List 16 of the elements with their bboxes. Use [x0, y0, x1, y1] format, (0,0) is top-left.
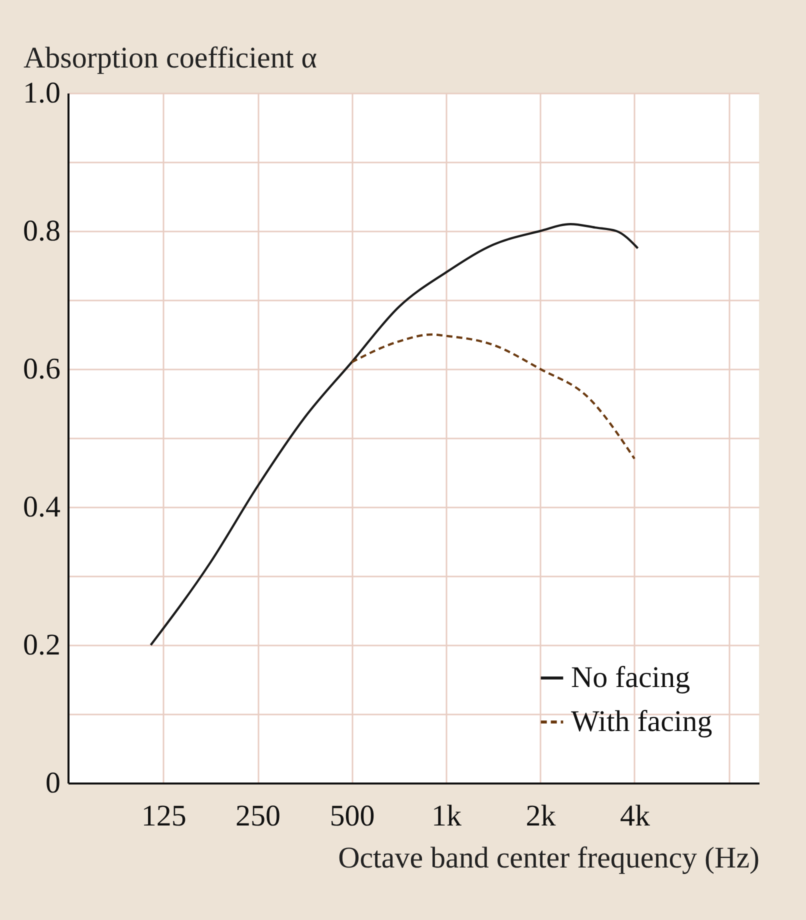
x-tick-label: 1k	[431, 800, 462, 832]
y-tick-label: 0.6	[23, 352, 60, 386]
y-tick-label: 0.2	[23, 628, 60, 662]
y-axis-title: Absorption coefficient α	[24, 42, 318, 74]
legend-label: With facing	[571, 705, 712, 738]
legend-label: No facing	[571, 661, 690, 694]
x-tick-label: 500	[330, 800, 375, 832]
y-tick-label: 0.4	[23, 490, 60, 524]
y-tick-label: 0	[46, 766, 60, 800]
x-tick-label: 2k	[526, 800, 556, 832]
x-tick-label: 4k	[620, 800, 650, 832]
y-tick-label: 1.0	[23, 76, 60, 110]
x-axis-title: Octave band center frequency (Hz)	[338, 842, 760, 874]
y-tick-label: 0.8	[23, 214, 60, 248]
x-tick-label: 125	[141, 800, 186, 832]
x-tick-label: 250	[236, 800, 281, 832]
